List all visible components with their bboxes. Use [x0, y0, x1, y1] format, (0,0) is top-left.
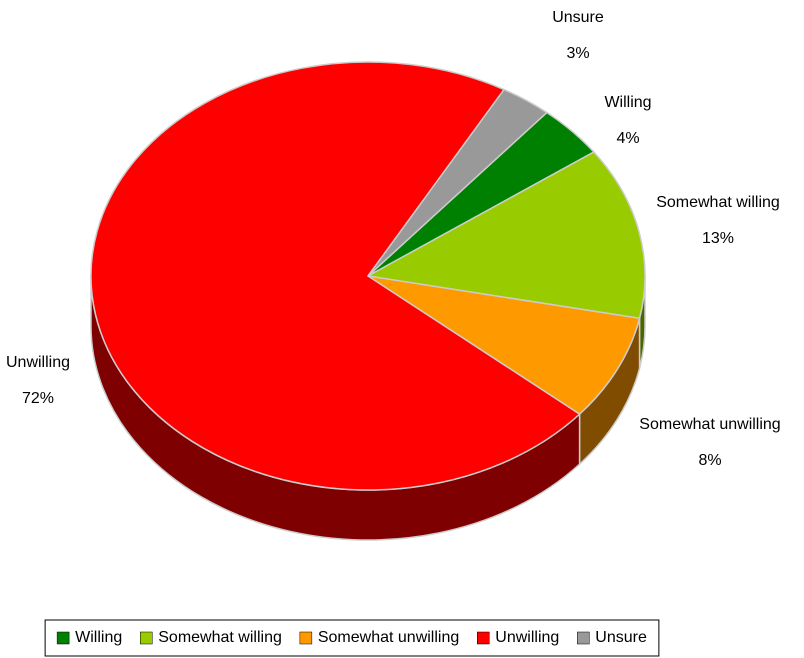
legend-swatch	[140, 631, 153, 645]
data-label-value: 72%	[22, 390, 54, 407]
data-label-name: Unsure	[552, 9, 604, 26]
slice	[367, 151, 646, 320]
slice	[367, 88, 548, 277]
legend: Willing Somewhat willing Somewhat unwillin…	[44, 619, 660, 657]
legend-swatch	[299, 631, 313, 645]
data-label-value: 13%	[702, 230, 734, 247]
legend-label: Somewhat willing	[158, 629, 282, 646]
data-label-value: 3%	[566, 45, 589, 62]
legend-label: Somewhat unwilling	[318, 629, 459, 646]
data-label-name: Willing	[604, 94, 651, 111]
legend-swatch	[477, 631, 490, 645]
legend-swatch	[56, 631, 70, 645]
slice	[367, 275, 641, 415]
legend-label: Unwilling	[495, 629, 559, 646]
data-label-value: 8%	[698, 452, 721, 469]
data-label-value: 4%	[616, 130, 639, 147]
legend-swatch	[577, 631, 590, 645]
legend-label: Willing	[75, 629, 122, 646]
legend-label: Unsure	[595, 629, 647, 646]
data-label-name: Somewhat willing	[656, 194, 780, 211]
data-label-name: Somewhat unwilling	[639, 416, 780, 433]
data-label-name: Unwilling	[6, 354, 70, 371]
slice	[90, 61, 581, 491]
